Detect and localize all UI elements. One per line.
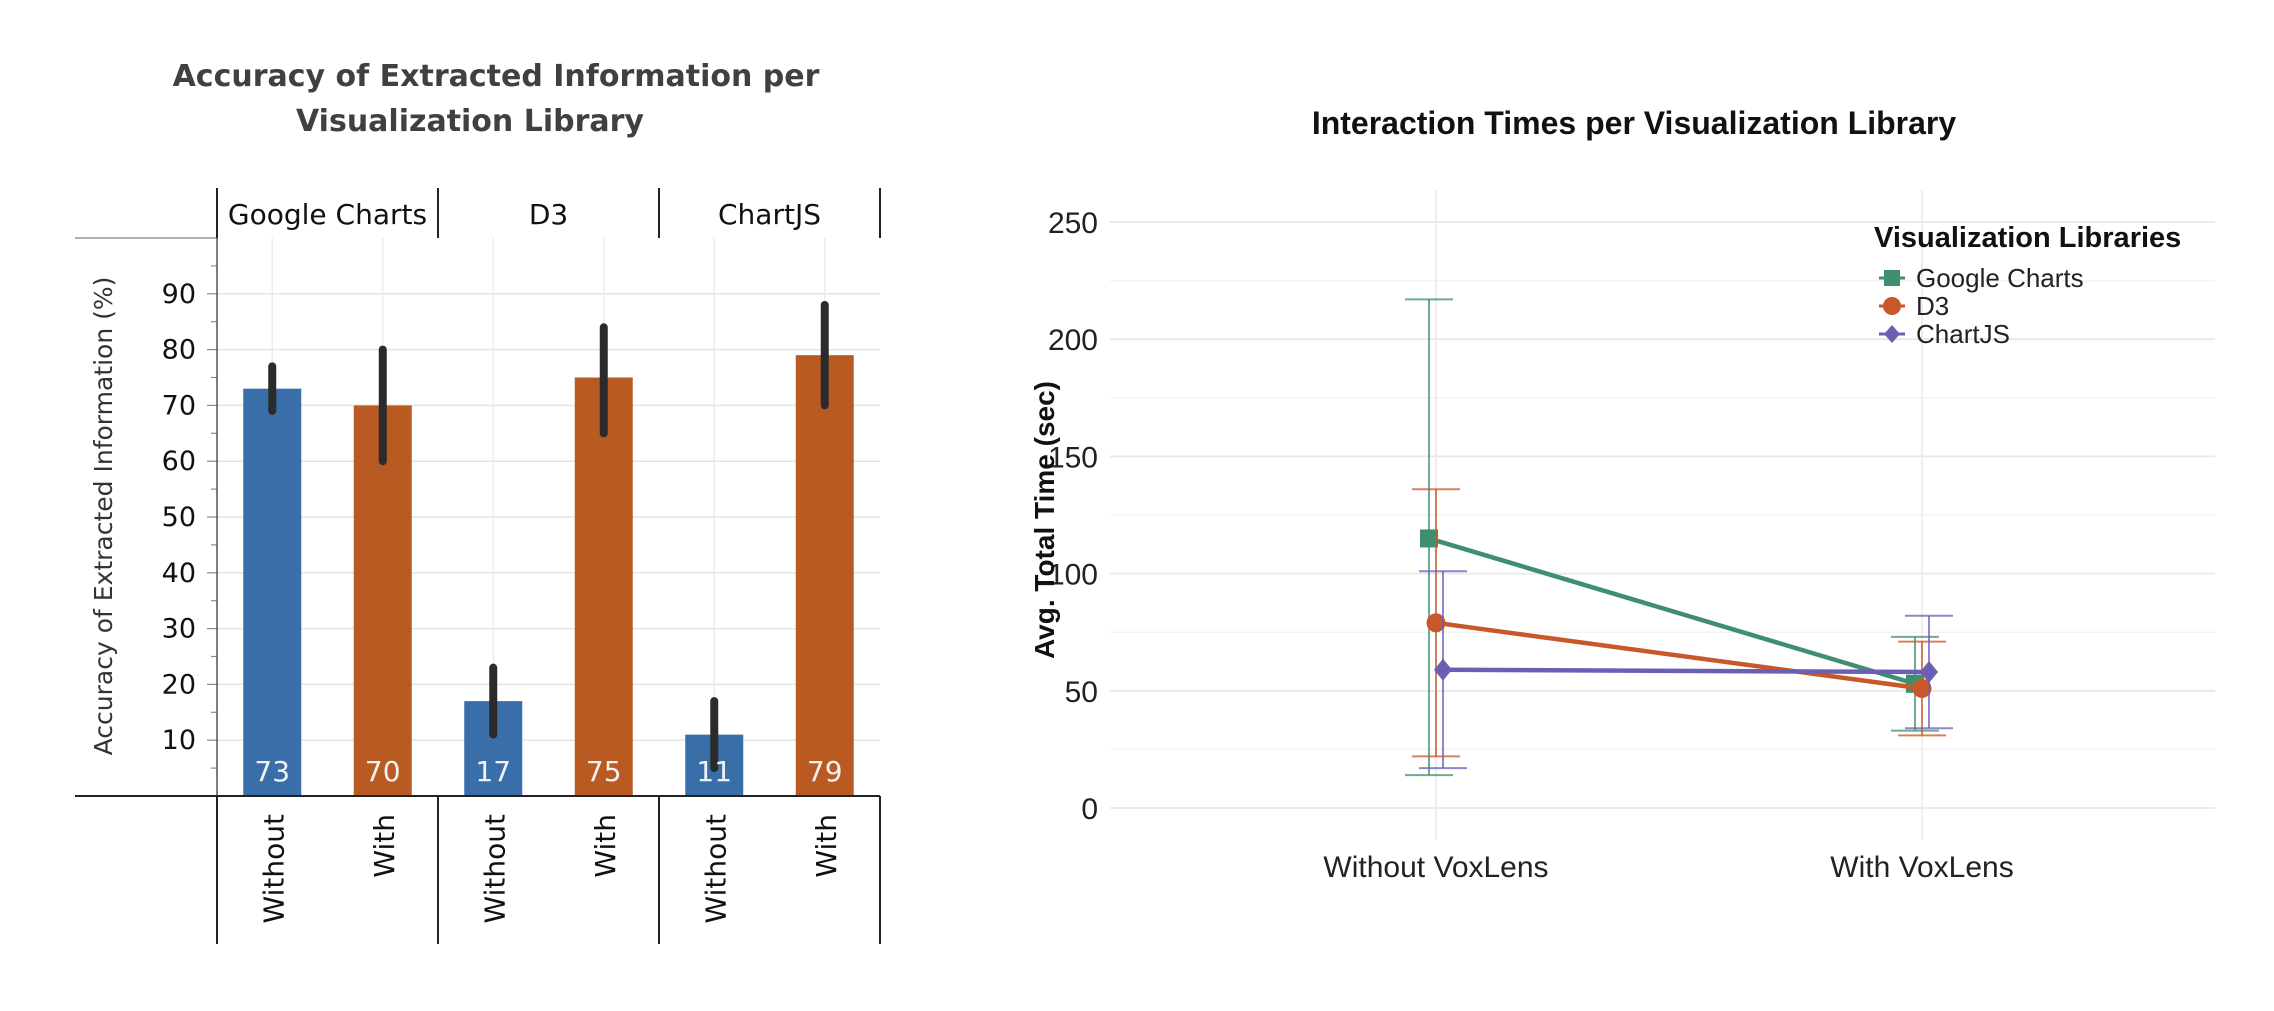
series-google-charts xyxy=(1405,298,1939,777)
accuracy-panel-header: D3 xyxy=(529,198,568,231)
accuracy-bar-value-label: 17 xyxy=(475,755,511,788)
series-d3 xyxy=(1412,488,1946,758)
accuracy-bar xyxy=(795,355,854,796)
data-point-diamond xyxy=(1434,658,1452,681)
accuracy-y-tick-label: 60 xyxy=(162,446,196,477)
interaction-time-y-tick-label: 150 xyxy=(1048,441,1098,474)
accuracy-bars: 73 70 17 75 11 79 xyxy=(243,300,854,796)
interaction-time-y-tick-label: 50 xyxy=(1065,676,1098,709)
accuracy-y-tick-label: 80 xyxy=(162,335,196,366)
accuracy-bar-value-label: 75 xyxy=(586,755,622,788)
accuracy-y-tick-label: 70 xyxy=(162,390,196,421)
accuracy-x-tick-label: With xyxy=(368,814,401,878)
interaction-time-chart-title: Interaction Times per Visualization Libr… xyxy=(1312,105,1957,141)
interaction-time-axes: 0 50 100 150 200 250 Without VoxLens With VoxLe… xyxy=(1048,207,2014,884)
accuracy-axes: 10 20 30 40 50 60 70 80 90 Google Charts Without Wi… xyxy=(75,188,881,944)
accuracy-bar-value-label: 73 xyxy=(254,755,290,788)
legend-entry-label: ChartJS xyxy=(1916,319,2010,349)
series-line xyxy=(1428,536,1916,686)
legend-entry-label: Google Charts xyxy=(1916,263,2084,293)
accuracy-x-tick-label: With xyxy=(810,814,843,878)
accuracy-panel-header: Google Charts xyxy=(228,198,427,231)
data-point-square xyxy=(1420,529,1438,548)
data-point-circle xyxy=(1426,613,1446,633)
interaction-time-gridlines xyxy=(1110,190,2215,840)
accuracy-bar xyxy=(353,405,412,796)
accuracy-bar xyxy=(574,377,633,796)
accuracy-y-axis-title: Accuracy of Extracted Information (%) xyxy=(89,277,118,756)
data-point-circle xyxy=(1912,678,1932,698)
accuracy-chart: Accuracy of Extracted Information per Vi… xyxy=(75,59,881,944)
interaction-time-y-axis-title: Avg. Total Time (sec) xyxy=(1029,381,1060,659)
accuracy-panel-header: ChartJS xyxy=(718,198,821,231)
interaction-time-series xyxy=(1405,298,1953,777)
accuracy-y-tick-label: 20 xyxy=(162,669,196,700)
accuracy-y-tick-label: 10 xyxy=(162,725,196,756)
accuracy-y-tick-label: 40 xyxy=(162,558,196,589)
accuracy-bar xyxy=(243,388,302,796)
accuracy-x-tick-label: With xyxy=(589,814,622,878)
interaction-time-y-tick-label: 100 xyxy=(1048,559,1098,592)
interaction-time-chart: Interaction Times per Visualization Libr… xyxy=(1029,105,2215,884)
accuracy-chart-title-line-1: Accuracy of Extracted Information per xyxy=(173,59,820,94)
interaction-time-x-tick-label: Without VoxLens xyxy=(1323,851,1548,884)
series-chartjs xyxy=(1419,570,1953,770)
legend-entry-label: D3 xyxy=(1916,291,1949,321)
accuracy-x-tick-label: Without xyxy=(478,814,511,923)
legend-title: Visualization Libraries xyxy=(1874,222,2181,254)
data-point-diamond xyxy=(1920,661,1938,684)
accuracy-x-tick-label: Without xyxy=(257,814,290,923)
accuracy-bar-value-label: 11 xyxy=(696,755,732,788)
interaction-time-legend: Visualization Libraries Google ChartsD3C… xyxy=(1874,222,2181,349)
interaction-time-y-tick-label: 250 xyxy=(1048,207,1098,240)
accuracy-chart-title-line-2: Visualization Library xyxy=(296,104,644,139)
accuracy-y-tick-label: 90 xyxy=(162,279,196,310)
accuracy-y-tick-label: 50 xyxy=(162,502,196,533)
accuracy-x-tick-label: Without xyxy=(699,814,732,923)
interaction-time-y-tick-label: 0 xyxy=(1081,793,1098,826)
interaction-time-y-tick-label: 200 xyxy=(1048,324,1098,357)
interaction-time-x-tick-label: With VoxLens xyxy=(1830,851,2013,884)
accuracy-gridlines xyxy=(217,238,880,796)
accuracy-bar-value-label: 70 xyxy=(365,755,401,788)
series-line xyxy=(1442,667,1930,675)
series-line xyxy=(1435,620,1923,691)
accuracy-y-tick-label: 30 xyxy=(162,614,196,645)
accuracy-bar-value-label: 79 xyxy=(807,755,843,788)
